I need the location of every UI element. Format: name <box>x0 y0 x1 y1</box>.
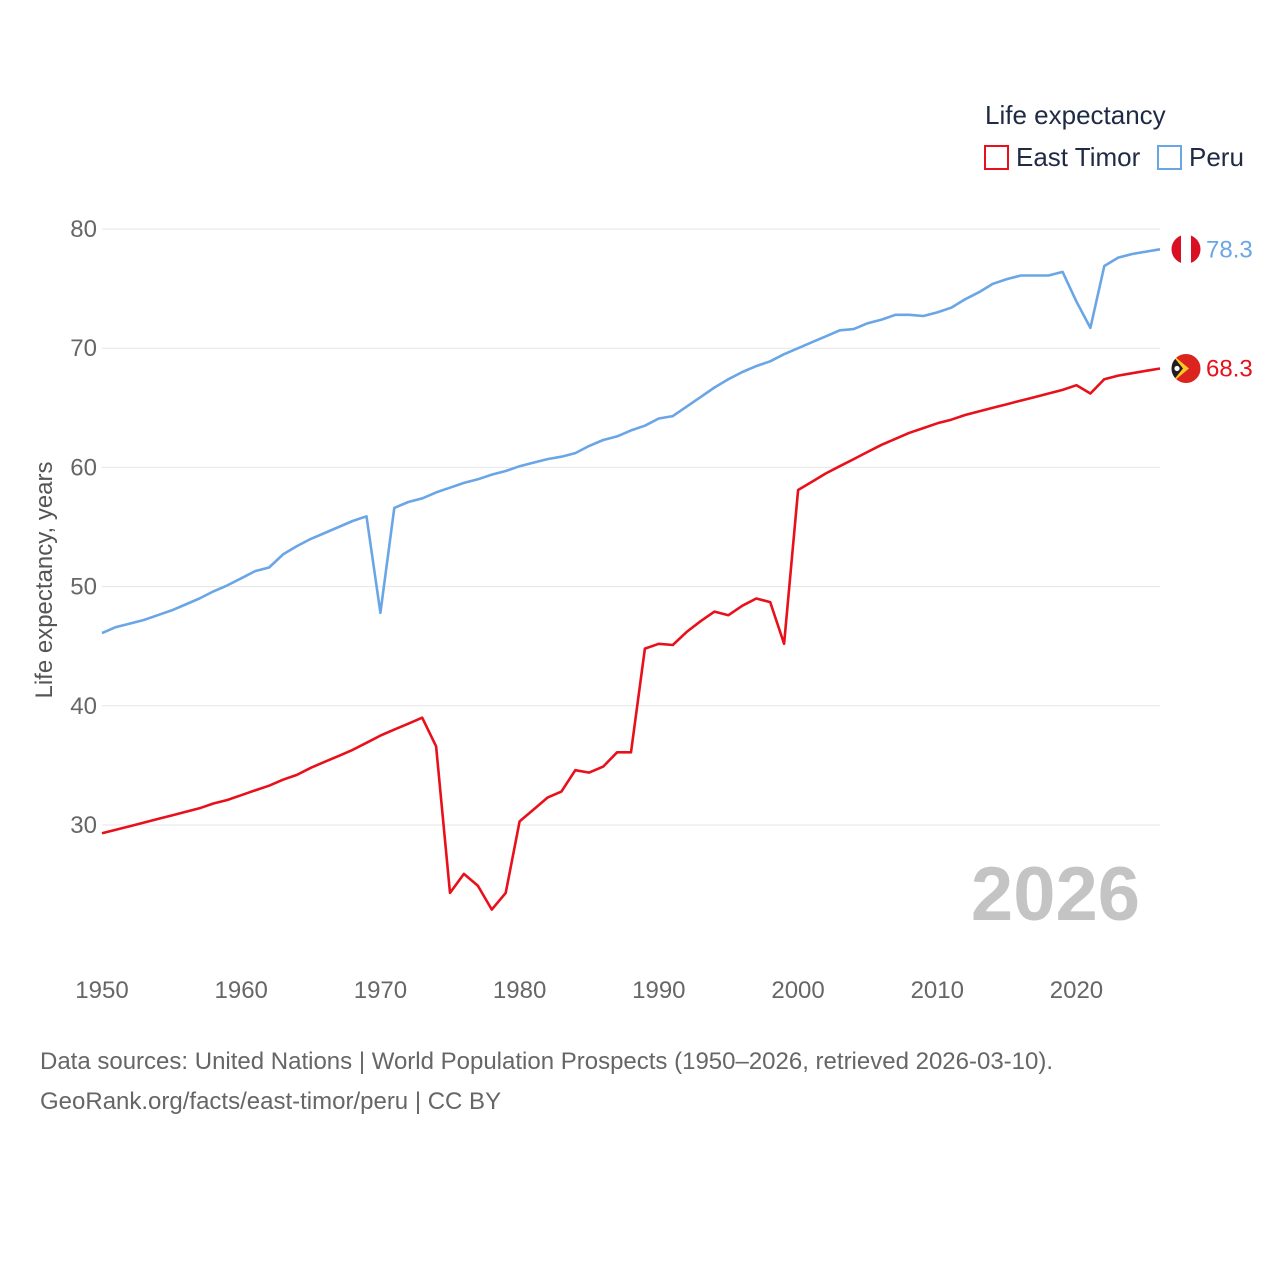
y-tick-label: 70 <box>70 335 97 362</box>
legend-swatch <box>1157 145 1182 170</box>
legend-item-peru[interactable]: Peru <box>1157 142 1244 172</box>
y-tick-label: 40 <box>70 693 97 720</box>
end-label-peru: 78.3 <box>1206 236 1253 263</box>
legend-item-east-timor[interactable]: East Timor <box>984 142 1141 172</box>
x-tick-label: 1950 <box>75 977 128 1004</box>
end-label-east-timor: 68.3 <box>1206 355 1253 382</box>
gridlines <box>102 228 1160 826</box>
y-tick-label: 60 <box>70 454 97 481</box>
legend-label: East Timor <box>1016 142 1141 172</box>
legend-label: Peru <box>1189 142 1244 172</box>
east-timor-flag-icon <box>1170 352 1202 384</box>
x-tick-label: 2020 <box>1050 977 1103 1004</box>
peru-flag-icon <box>1170 233 1202 265</box>
x-tick-label: 2010 <box>911 977 964 1004</box>
y-tick-label: 80 <box>70 216 97 243</box>
legend-swatch <box>984 145 1009 170</box>
x-tick-label: 1970 <box>354 977 407 1004</box>
y-axis-title: Life expectancy, years <box>31 461 58 698</box>
x-tick-label: 2000 <box>771 977 824 1004</box>
year-watermark: 2026 <box>971 852 1140 937</box>
series-line-east-timor <box>101 367 1161 911</box>
data-source-note: Data sources: United Nations | World Pop… <box>40 1042 1240 1122</box>
legend: Life expectancy East Timor Peru <box>984 100 1244 172</box>
series-lines <box>101 248 1161 911</box>
legend-title: Life expectancy <box>985 100 1166 130</box>
y-axis-ticks: 30 40 50 60 70 80 <box>70 216 97 839</box>
x-tick-label: 1960 <box>215 977 268 1004</box>
end-labels: 68.3 78.3 <box>1170 233 1253 384</box>
y-tick-label: 50 <box>70 574 97 601</box>
source-line: Data sources: United Nations | World Pop… <box>40 1048 1054 1075</box>
credit-line: GeoRank.org/facts/east-timor/peru | CC B… <box>40 1088 502 1115</box>
series-line-peru <box>101 248 1161 635</box>
x-tick-label: 1980 <box>493 977 546 1004</box>
y-tick-label: 30 <box>70 812 97 839</box>
x-tick-label: 1990 <box>632 977 685 1004</box>
x-axis-ticks: 1950 1960 1970 1980 1990 2000 2010 2020 <box>75 977 1103 1004</box>
